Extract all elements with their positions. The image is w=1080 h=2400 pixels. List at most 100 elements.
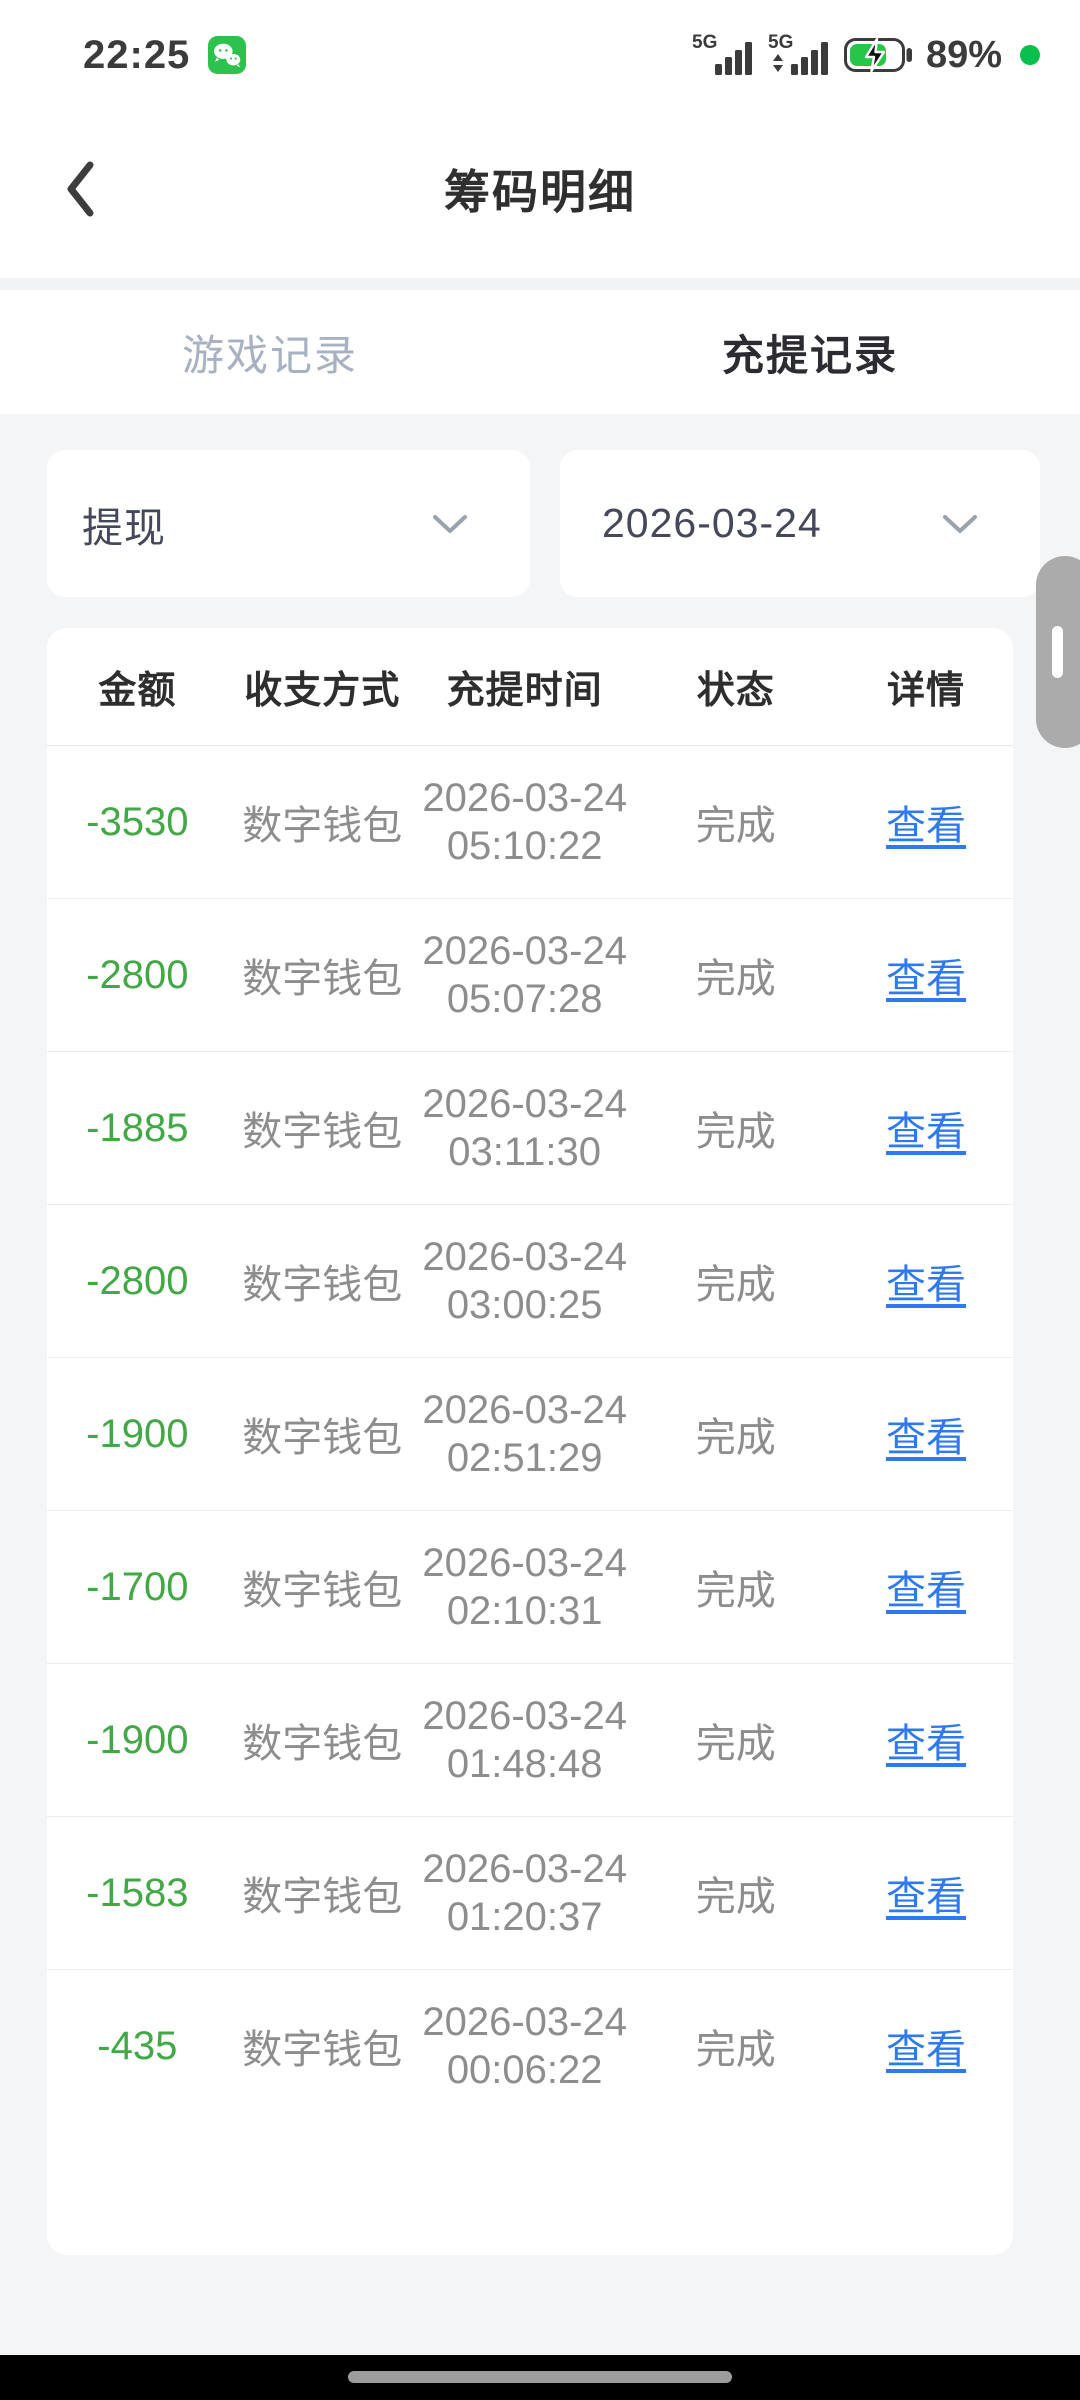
signal-5g-sim1-icon: 5G — [692, 33, 752, 75]
table-row: -1900 数字钱包 2026-03-24 01:48:48 完成 查看 — [47, 1663, 1013, 1816]
status-cell: 完成 — [695, 1722, 776, 1766]
status-bar: 22:25 5G 5G — [0, 0, 1080, 100]
detail-cell: 查看 — [839, 1405, 1013, 1463]
view-detail-link[interactable]: 查看 — [886, 1110, 967, 1154]
date-dropdown[interactable]: 2026-03-24 — [560, 450, 1040, 597]
amount-cell: -2800 — [86, 1258, 189, 1303]
time-line: 02:10:31 — [446, 1589, 603, 1633]
datetime-cell: 2026-03-24 05:10:22 — [417, 774, 632, 870]
tab-deposit-withdraw-records[interactable]: 充提记录 — [540, 290, 1080, 414]
detail-cell: 查看 — [839, 1099, 1013, 1157]
time-line: 01:48:48 — [446, 1742, 603, 1786]
scrollbar-grip-icon — [1052, 626, 1063, 678]
table-row: -2800 数字钱包 2026-03-24 05:07:28 完成 查看 — [47, 898, 1013, 1051]
detail-cell: 查看 — [839, 2017, 1013, 2075]
detail-cell: 查看 — [839, 946, 1013, 1004]
view-detail-link[interactable]: 查看 — [886, 1416, 967, 1460]
payment-method-cell: 数字钱包 — [242, 1875, 403, 1919]
table-row: -1583 数字钱包 2026-03-24 01:20:37 完成 查看 — [47, 1816, 1013, 1969]
table-row: -1900 数字钱包 2026-03-24 02:51:29 完成 查看 — [47, 1357, 1013, 1510]
date-line: 2026-03-24 — [422, 1847, 627, 1891]
table-body: -3530 数字钱包 2026-03-24 05:10:22 完成 查看 -28… — [47, 746, 1013, 2122]
time-line: 05:10:22 — [446, 824, 603, 868]
wechat-notification-icon — [208, 36, 247, 74]
amount-cell: -3530 — [86, 799, 189, 844]
status-cell: 完成 — [695, 1569, 776, 1613]
datetime-cell: 2026-03-24 03:11:30 — [417, 1080, 632, 1176]
detail-cell: 查看 — [839, 1558, 1013, 1616]
table-row: -1700 数字钱包 2026-03-24 02:10:31 完成 查看 — [47, 1510, 1013, 1663]
detail-cell: 查看 — [839, 1864, 1013, 1922]
date-line: 2026-03-24 — [422, 929, 627, 973]
date-line: 2026-03-24 — [422, 1235, 627, 1279]
amount-cell: -1885 — [86, 1105, 189, 1150]
payment-method-cell: 数字钱包 — [242, 2028, 403, 2072]
time-line: 03:11:30 — [448, 1130, 602, 1174]
time-line: 00:06:22 — [446, 2048, 603, 2092]
table-row: -3530 数字钱包 2026-03-24 05:10:22 完成 查看 — [47, 746, 1013, 898]
time-line: 05:07:28 — [446, 977, 603, 1021]
amount-cell: -1700 — [86, 1564, 189, 1609]
payment-method-cell: 数字钱包 — [242, 1569, 403, 1613]
view-detail-link[interactable]: 查看 — [886, 804, 967, 848]
amount-cell: -435 — [97, 2023, 178, 2068]
tab-bar: 游戏记录 充提记录 — [0, 290, 1080, 414]
column-header: 详情 — [887, 670, 966, 712]
column-header: 收支方式 — [244, 670, 401, 712]
datetime-cell: 2026-03-24 01:20:37 — [417, 1845, 632, 1941]
detail-cell: 查看 — [839, 1252, 1013, 1310]
transaction-type-dropdown[interactable]: 提现 — [47, 450, 530, 597]
detail-cell: 查看 — [839, 793, 1013, 851]
status-cell: 完成 — [695, 1416, 776, 1460]
page-title: 筹码明细 — [444, 166, 636, 218]
status-cell: 完成 — [695, 2028, 776, 2072]
view-detail-link[interactable]: 查看 — [886, 1263, 967, 1307]
time-line: 01:20:37 — [446, 1895, 603, 1939]
network-type-label-1: 5G — [692, 33, 717, 53]
view-detail-link[interactable]: 查看 — [886, 957, 967, 1001]
column-header: 充提时间 — [446, 670, 603, 712]
date-value: 2026-03-24 — [602, 500, 822, 546]
datetime-cell: 2026-03-24 02:10:31 — [417, 1539, 632, 1635]
status-cell: 完成 — [695, 1110, 776, 1154]
date-line: 2026-03-24 — [422, 2000, 627, 2044]
view-detail-link[interactable]: 查看 — [886, 2028, 967, 2072]
view-detail-link[interactable]: 查看 — [886, 1875, 967, 1919]
transaction-type-value: 提现 — [82, 504, 166, 551]
view-detail-link[interactable]: 查看 — [886, 1569, 967, 1613]
filter-row: 提现 2026-03-24 — [0, 450, 1080, 597]
chevron-down-icon — [943, 514, 977, 533]
time-line: 03:00:25 — [446, 1283, 603, 1327]
home-indicator[interactable] — [348, 2371, 732, 2383]
content-area: 提现 2026-03-24 金额 收支方式 充提时间 状态 详情 -3530 数字钱包 … — [0, 414, 1080, 2355]
tab-game-records[interactable]: 游戏记录 — [0, 290, 540, 414]
datetime-cell: 2026-03-24 03:00:25 — [417, 1233, 632, 1329]
view-detail-link[interactable]: 查看 — [886, 1722, 967, 1766]
status-cell: 完成 — [695, 1875, 776, 1919]
column-header: 状态 — [696, 670, 775, 712]
payment-method-cell: 数字钱包 — [242, 1416, 403, 1460]
app-header: 筹码明细 — [0, 100, 1080, 278]
date-line: 2026-03-24 — [422, 1694, 627, 1738]
datetime-cell: 2026-03-24 01:48:48 — [417, 1692, 632, 1788]
back-button[interactable] — [56, 157, 104, 221]
table-row: -2800 数字钱包 2026-03-24 03:00:25 完成 查看 — [47, 1204, 1013, 1357]
payment-method-cell: 数字钱包 — [242, 804, 403, 848]
column-header: 金额 — [98, 670, 177, 712]
status-cell: 完成 — [695, 957, 776, 1001]
amount-cell: -1900 — [86, 1411, 189, 1456]
date-line: 2026-03-24 — [422, 1082, 627, 1126]
payment-method-cell: 数字钱包 — [242, 1722, 403, 1766]
scrollbar-handle[interactable] — [1036, 556, 1080, 748]
records-table: 金额 收支方式 充提时间 状态 详情 -3530 数字钱包 2026-03-24 05:… — [47, 628, 1013, 2255]
time-line: 02:51:29 — [446, 1436, 603, 1480]
table-header-row: 金额 收支方式 充提时间 状态 详情 — [47, 628, 1013, 746]
signal-5g-sim2-icon: 5G — [768, 33, 828, 75]
date-line: 2026-03-24 — [422, 776, 627, 820]
datetime-cell: 2026-03-24 05:07:28 — [417, 927, 632, 1023]
chevron-left-icon — [67, 161, 94, 217]
clock: 22:25 — [83, 32, 191, 77]
amount-cell: -2800 — [86, 952, 189, 997]
battery-charging-icon — [843, 38, 912, 72]
status-cell: 完成 — [695, 1263, 776, 1307]
